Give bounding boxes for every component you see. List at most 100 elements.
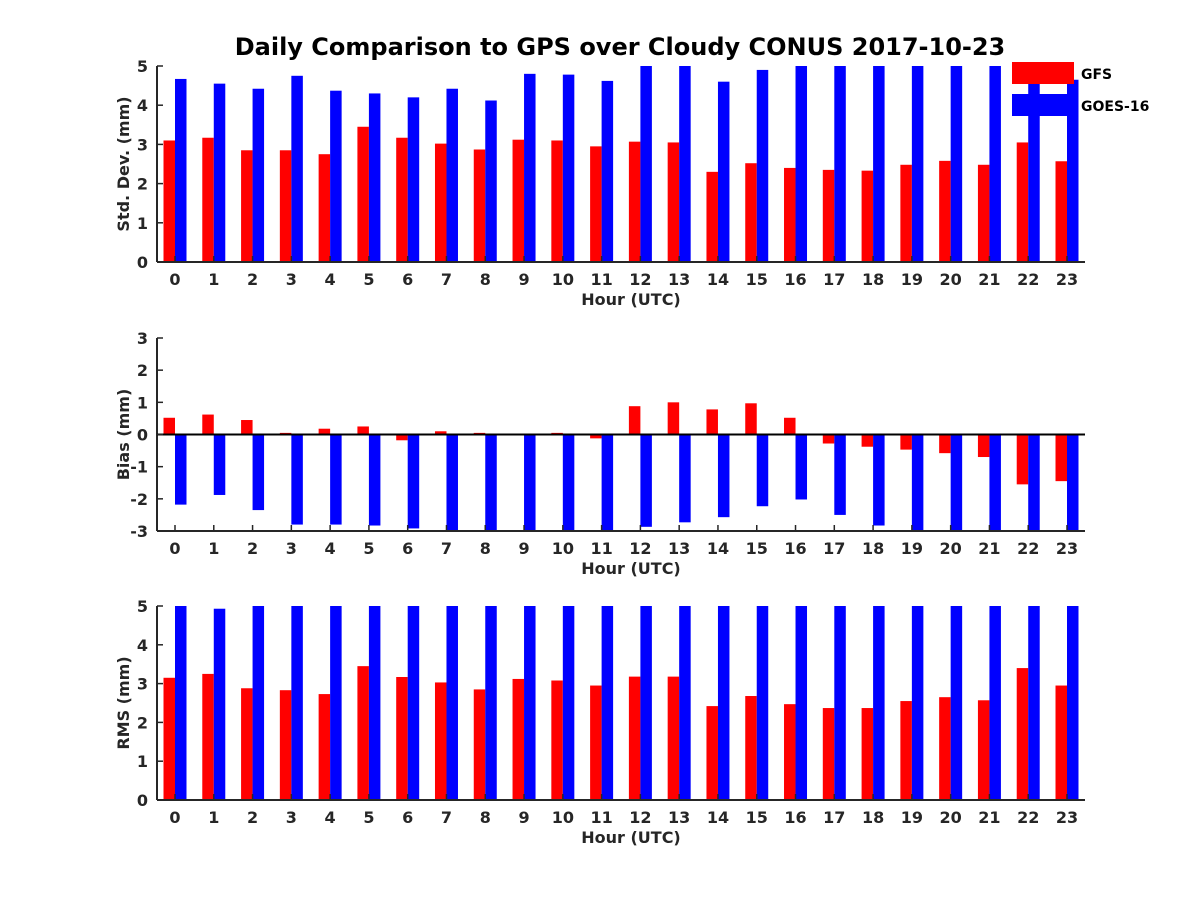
x-tick-label: 3: [286, 808, 297, 827]
x-tick-label: 17: [823, 808, 845, 827]
y-tick-label: -1: [130, 458, 148, 477]
y-tick-label: 1: [137, 752, 148, 771]
bar-goes16-hour-17: [834, 606, 846, 800]
bar-gfs-hour-1: [202, 137, 214, 262]
bar-gfs-hour-0: [163, 677, 175, 800]
bar-goes16-hour-14: [717, 434, 730, 518]
bar-goes16-hour-9: [524, 434, 536, 531]
bar-gfs-hour-23: [1055, 685, 1067, 800]
bar-goes16-hour-9: [524, 606, 536, 800]
bar-goes16-hour-5: [368, 606, 381, 800]
x-tick-label: 20: [940, 539, 962, 558]
bar-gfs-hour-6: [396, 434, 408, 441]
y-tick-label: 3: [137, 675, 148, 694]
x-tick-label: 18: [862, 270, 884, 289]
bar-goes16-hour-16: [795, 606, 808, 800]
x-tick-label: 21: [978, 539, 1000, 558]
bar-goes16-hour-17: [834, 66, 846, 262]
x-tick-label: 15: [746, 808, 768, 827]
bar-goes16-hour-3: [291, 434, 303, 525]
x-tick-label: 9: [518, 808, 529, 827]
bar-gfs-hour-2: [241, 420, 253, 435]
x-tick-label: 12: [629, 270, 651, 289]
x-tick-label: 22: [1017, 270, 1039, 289]
bar-gfs-hour-0: [163, 140, 175, 262]
bar-goes16-hour-19: [911, 606, 924, 800]
x-tick-label: 16: [784, 808, 806, 827]
x-tick-label: 6: [402, 539, 413, 558]
x-tick-label: 19: [901, 808, 923, 827]
x-tick-label: 12: [629, 539, 651, 558]
bar-goes16-hour-21: [989, 434, 1001, 531]
bar-gfs-hour-4: [318, 428, 331, 435]
bar-gfs-hour-3: [279, 690, 292, 800]
x-tick-label: 22: [1017, 808, 1039, 827]
chart-title: Daily Comparison to GPS over Cloudy CONU…: [235, 33, 1006, 61]
x-tick-label: 0: [169, 539, 180, 558]
bar-gfs-hour-13: [667, 402, 680, 435]
bar-goes16-hour-20: [950, 606, 963, 800]
bar-goes16-hour-8: [485, 100, 497, 262]
bar-gfs-hour-19: [900, 434, 912, 450]
y-tick-label: 1: [137, 393, 148, 412]
bar-gfs-hour-12: [628, 676, 641, 800]
bar-goes16-hour-3: [291, 606, 303, 800]
bar-goes16-hour-14: [717, 81, 730, 263]
x-tick-label: 5: [363, 270, 374, 289]
x-tick-label: 13: [668, 270, 690, 289]
bar-gfs-hour-18: [861, 708, 874, 800]
x-tick-label: 3: [286, 539, 297, 558]
y-tick-label: 3: [137, 329, 148, 348]
bar-goes16-hour-6: [407, 606, 420, 800]
y-tick-label: 5: [137, 597, 148, 616]
x-tick-label: 9: [518, 539, 529, 558]
bar-gfs-hour-8: [473, 689, 486, 800]
x-tick-label: 7: [441, 539, 452, 558]
x-tick-label: 23: [1056, 539, 1078, 558]
y-tick-label: 0: [137, 426, 148, 445]
bar-gfs-hour-12: [628, 141, 641, 262]
y-tick-label: 2: [137, 713, 148, 732]
bar-gfs-hour-9: [512, 678, 525, 800]
x-tick-label: 4: [325, 539, 336, 558]
bar-gfs-hour-22: [1016, 142, 1029, 262]
bar-goes16-hour-23: [1067, 434, 1079, 531]
bar-goes16-hour-13: [679, 434, 691, 523]
bar-goes16-hour-8: [485, 434, 497, 531]
x-tick-label: 17: [823, 539, 845, 558]
bar-gfs-hour-21: [977, 700, 990, 800]
bar-gfs-hour-14: [706, 409, 718, 435]
x-tick-label: 9: [518, 270, 529, 289]
y-tick-label: 3: [137, 135, 148, 154]
bar-goes16-hour-12: [640, 66, 652, 262]
x-tick-label: 20: [940, 270, 962, 289]
bar-goes16-hour-5: [368, 434, 381, 526]
bar-gfs-hour-3: [279, 150, 292, 262]
bar-gfs-hour-17: [822, 434, 835, 444]
y-tick-label: 2: [137, 175, 148, 194]
bar-gfs-hour-22: [1016, 668, 1029, 800]
bar-gfs-hour-11: [590, 434, 602, 439]
x-tick-label: 18: [862, 539, 884, 558]
bar-goes16-hour-1: [213, 434, 226, 495]
x-tick-label: 23: [1056, 808, 1078, 827]
y-axis-label: Std. Dev. (mm): [114, 96, 133, 231]
bar-goes16-hour-23: [1067, 606, 1079, 800]
bar-goes16-hour-0: [175, 78, 187, 262]
legend-label-gfs: GFS: [1081, 67, 1112, 83]
x-tick-label: 19: [901, 270, 923, 289]
bar-gfs-hour-14: [706, 706, 718, 800]
bar-gfs-hour-16: [784, 704, 796, 800]
bar-goes16-hour-20: [950, 434, 963, 531]
y-tick-label: -3: [130, 522, 148, 541]
bar-goes16-hour-12: [640, 434, 652, 527]
x-tick-label: 8: [480, 539, 491, 558]
y-tick-label: 4: [137, 96, 148, 115]
bar-gfs-hour-6: [396, 677, 408, 800]
y-tick-label: 2: [137, 361, 148, 380]
bar-gfs-hour-11: [590, 146, 602, 262]
x-tick-label: 11: [590, 808, 612, 827]
bar-gfs-hour-17: [822, 708, 835, 800]
bar-gfs-hour-10: [551, 680, 563, 800]
